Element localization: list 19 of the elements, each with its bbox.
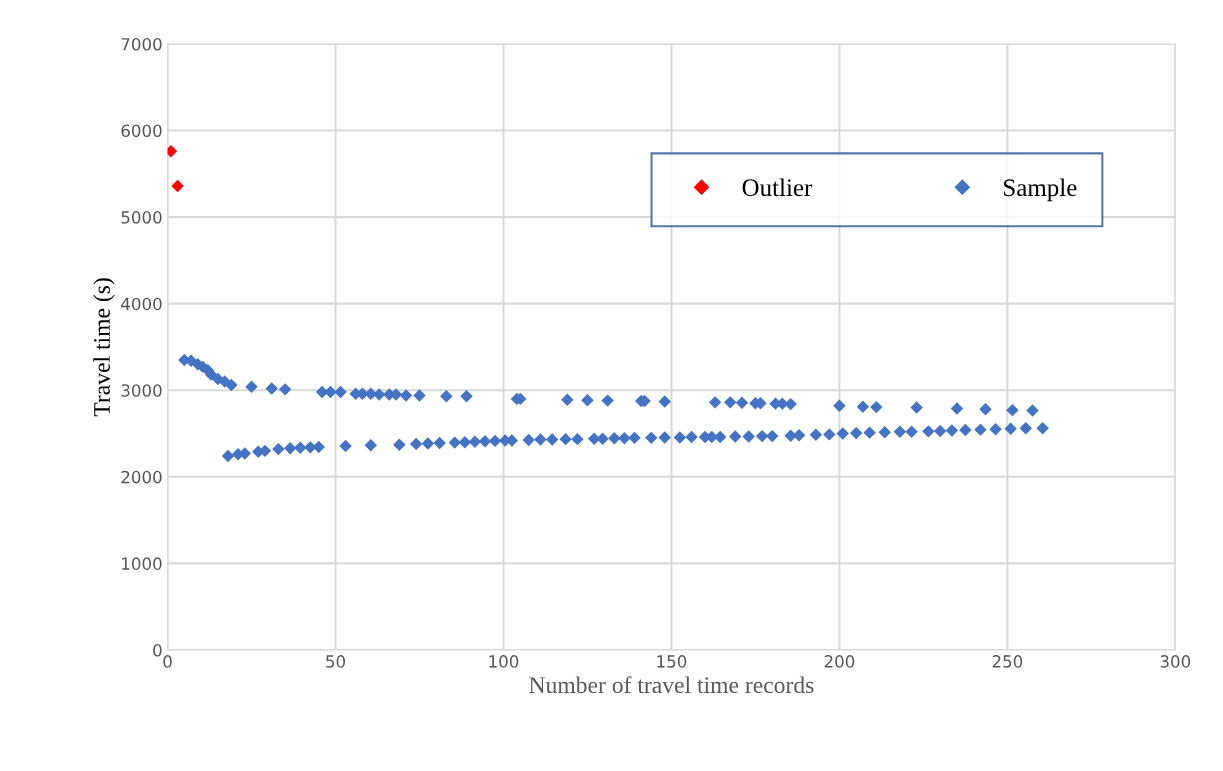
y-tick-label: 3000 xyxy=(121,384,162,397)
y-axis-title: Travel time (s) xyxy=(93,278,115,417)
y-tick-label: 2000 xyxy=(121,470,162,484)
y-tick-label: 6000 xyxy=(121,124,162,138)
x-tick-label: 50 xyxy=(326,655,346,668)
y-tick-label: 1000 xyxy=(122,557,162,570)
x-tick-label: 150 xyxy=(657,655,687,668)
legend-label: Sample xyxy=(1004,178,1077,202)
x-tick-label: 300 xyxy=(1160,655,1191,668)
y-tick-label: 0 xyxy=(153,643,162,657)
y-tick-label: 5000 xyxy=(121,211,162,224)
x-tick-label: 0 xyxy=(163,655,172,668)
y-tick-label: 4000 xyxy=(121,297,162,311)
x-tick-label: 200 xyxy=(824,655,855,668)
legend-label: Outlier xyxy=(742,178,813,197)
x-tick-label: 100 xyxy=(489,655,519,668)
x-axis-title: Number of travel time records xyxy=(529,676,814,694)
y-tick-label: 7000 xyxy=(121,37,162,51)
x-tick-label: 250 xyxy=(992,655,1023,668)
